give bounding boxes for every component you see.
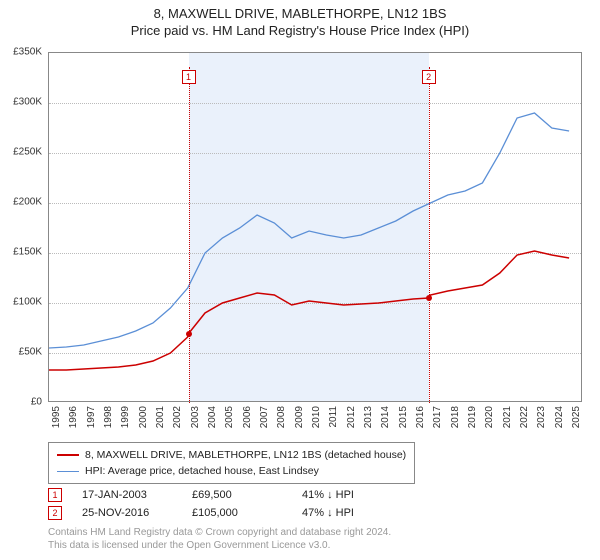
transaction-table: 1 17-JAN-2003 £69,500 41% ↓ HPI 2 25-NOV-2016… <box>48 486 392 522</box>
x-tick-label: 2020 <box>484 406 495 428</box>
x-tick-label: 2021 <box>502 406 513 428</box>
chart-subtitle: Price paid vs. HM Land Registry's House … <box>0 23 600 38</box>
x-tick-label: 2000 <box>138 406 149 428</box>
legend-item: 8, MAXWELL DRIVE, MABLETHORPE, LN12 1BS … <box>57 447 406 463</box>
x-tick-label: 2009 <box>294 406 305 428</box>
x-tick-label: 2011 <box>328 406 339 428</box>
transaction-row: 1 17-JAN-2003 £69,500 41% ↓ HPI <box>48 486 392 504</box>
x-tick-label: 2007 <box>259 406 270 428</box>
y-tick-label: £150K <box>13 247 42 258</box>
x-tick-label: 1999 <box>120 406 131 428</box>
series-property <box>49 251 569 370</box>
x-tick-label: 2010 <box>311 406 322 428</box>
x-tick-label: 2013 <box>363 406 374 428</box>
x-tick-label: 1995 <box>51 406 62 428</box>
x-tick-label: 1996 <box>68 406 79 428</box>
x-tick-label: 2001 <box>155 406 166 428</box>
footer-attribution: Contains HM Land Registry data © Crown c… <box>48 526 391 552</box>
y-tick-label: £50K <box>19 347 42 358</box>
line-series-svg <box>49 53 583 403</box>
y-tick-label: £250K <box>13 147 42 158</box>
transaction-date: 25-NOV-2016 <box>82 507 172 519</box>
transaction-price: £105,000 <box>192 507 282 519</box>
x-tick-label: 2022 <box>519 406 530 428</box>
x-tick-label: 2016 <box>415 406 426 428</box>
x-tick-label: 1998 <box>103 406 114 428</box>
x-tick-label: 2017 <box>432 406 443 428</box>
transaction-marker: 1 <box>48 488 62 502</box>
plot-region <box>48 52 582 402</box>
footer-line2: This data is licensed under the Open Gov… <box>48 539 391 552</box>
transaction-price: £69,500 <box>192 489 282 501</box>
x-tick-label: 1997 <box>86 406 97 428</box>
x-tick-label: 2025 <box>571 406 582 428</box>
y-tick-label: £0 <box>31 397 42 408</box>
x-tick-label: 2006 <box>242 406 253 428</box>
x-tick-label: 2024 <box>554 406 565 428</box>
footer-line1: Contains HM Land Registry data © Crown c… <box>48 526 391 539</box>
chart-marker-2: 2 <box>422 70 436 84</box>
chart-marker-1: 1 <box>182 70 196 84</box>
legend-label: 8, MAXWELL DRIVE, MABLETHORPE, LN12 1BS … <box>85 447 406 463</box>
transaction-marker: 2 <box>48 506 62 520</box>
transaction-pct: 47% ↓ HPI <box>302 507 392 519</box>
y-tick-label: £100K <box>13 297 42 308</box>
legend-item: HPI: Average price, detached house, East… <box>57 463 406 479</box>
x-tick-label: 2012 <box>346 406 357 428</box>
legend: 8, MAXWELL DRIVE, MABLETHORPE, LN12 1BS … <box>48 442 415 484</box>
series-hpi <box>49 113 569 348</box>
x-tick-label: 2023 <box>536 406 547 428</box>
transaction-date: 17-JAN-2003 <box>82 489 172 501</box>
legend-swatch <box>57 454 79 456</box>
x-tick-label: 2002 <box>172 406 183 428</box>
y-tick-label: £200K <box>13 197 42 208</box>
x-tick-label: 2008 <box>276 406 287 428</box>
address-title: 8, MAXWELL DRIVE, MABLETHORPE, LN12 1BS <box>0 6 600 21</box>
x-tick-label: 2019 <box>467 406 478 428</box>
y-tick-label: £350K <box>13 47 42 58</box>
title-block: 8, MAXWELL DRIVE, MABLETHORPE, LN12 1BS … <box>0 0 600 38</box>
chart-area: £0£50K£100K£150K£200K£250K£300K£350K 199… <box>48 52 582 402</box>
legend-swatch <box>57 471 79 472</box>
y-tick-label: £300K <box>13 97 42 108</box>
x-tick-label: 2014 <box>380 406 391 428</box>
transaction-row: 2 25-NOV-2016 £105,000 47% ↓ HPI <box>48 504 392 522</box>
legend-label: HPI: Average price, detached house, East… <box>85 463 319 479</box>
x-tick-label: 2004 <box>207 406 218 428</box>
x-tick-label: 2015 <box>398 406 409 428</box>
x-tick-label: 2018 <box>450 406 461 428</box>
x-tick-label: 2003 <box>190 406 201 428</box>
x-tick-label: 2005 <box>224 406 235 428</box>
transaction-pct: 41% ↓ HPI <box>302 489 392 501</box>
chart-container: 8, MAXWELL DRIVE, MABLETHORPE, LN12 1BS … <box>0 0 600 560</box>
